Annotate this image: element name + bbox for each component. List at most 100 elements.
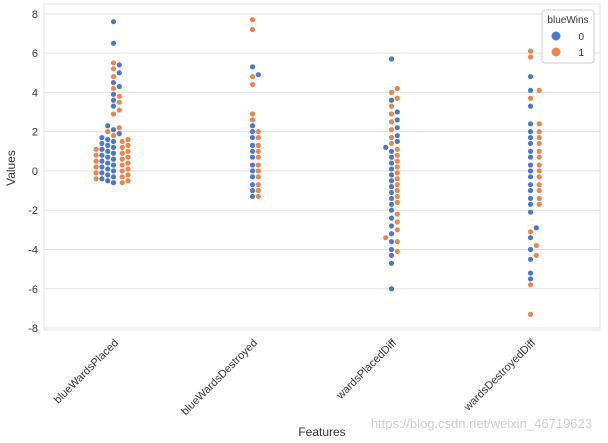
legend-title: blueWins: [547, 15, 588, 26]
y-tick-label: 2: [32, 127, 38, 139]
data-point: [527, 148, 534, 154]
data-point: [394, 193, 400, 200]
data-point: [527, 121, 534, 127]
data-point: [249, 142, 256, 148]
data-point: [527, 54, 534, 60]
y-tick-label: -2: [28, 205, 38, 217]
legend-label: 1: [578, 48, 584, 59]
watermark: https://blog.csdn.net/weixin_46719623: [371, 416, 592, 431]
data-point: [110, 66, 117, 72]
data-point: [527, 174, 534, 180]
data-point: [388, 252, 395, 258]
data-point: [388, 111, 395, 117]
data-point: [394, 239, 400, 245]
data-point: [383, 144, 389, 150]
data-point: [255, 129, 261, 135]
data-point: [536, 87, 542, 94]
data-point: [388, 97, 395, 103]
data-point: [388, 201, 395, 207]
data-point: [125, 154, 131, 160]
data-point: [527, 154, 534, 160]
data-point: [93, 170, 99, 176]
data-point: [105, 160, 111, 166]
data-point: [125, 178, 131, 184]
data-point: [116, 125, 122, 131]
data-point: [394, 125, 400, 131]
data-point: [93, 164, 99, 170]
data-point: [527, 256, 534, 262]
data-point: [255, 168, 261, 174]
data-point: [527, 282, 534, 288]
y-tick-label: 4: [32, 87, 38, 99]
data-point: [105, 154, 111, 160]
data-point: [249, 117, 256, 123]
data-point: [99, 164, 105, 170]
data-point: [99, 158, 105, 164]
data-point: [533, 252, 539, 258]
data-point: [536, 182, 542, 188]
data-point: [125, 148, 131, 154]
data-point: [116, 93, 122, 99]
data-point: [394, 117, 400, 123]
data-point: [249, 74, 256, 80]
data-point: [105, 166, 111, 172]
data-point: [110, 97, 117, 103]
data-point: [394, 95, 400, 101]
data-point: [255, 187, 261, 194]
data-point: [388, 178, 395, 184]
data-point: [394, 182, 400, 188]
data-point: [93, 146, 99, 152]
data-point: [394, 227, 400, 233]
data-point: [394, 152, 400, 158]
data-point: [255, 193, 261, 200]
data-point: [533, 225, 539, 231]
data-point: [249, 64, 256, 70]
data-point: [388, 148, 395, 154]
legend-label: 0: [578, 32, 584, 43]
data-point: [527, 201, 534, 207]
x-tick-label: wardsPlacedDiff: [334, 336, 400, 402]
data-point: [110, 79, 117, 86]
data-point: [527, 276, 534, 282]
data-point: [394, 158, 400, 164]
data-point: [533, 242, 539, 249]
data-point: [394, 170, 400, 176]
x-axis-label: Features: [298, 425, 345, 439]
data-point: [99, 140, 105, 147]
data-point: [110, 19, 117, 25]
data-point: [255, 154, 261, 160]
data-point: [110, 174, 117, 180]
data-point: [110, 150, 117, 156]
data-point: [536, 129, 542, 135]
data-point: [110, 132, 117, 139]
data-point: [93, 158, 99, 164]
x-tick-labels: blueWardsPlaced blueWardsDestroyed wardsPl…: [52, 336, 539, 417]
data-point: [527, 74, 534, 80]
data-point: [116, 83, 122, 90]
data-point: [527, 162, 534, 168]
data-point: [388, 195, 395, 202]
data-point: [249, 174, 256, 180]
data-point: [536, 148, 542, 154]
data-point: [394, 164, 400, 170]
data-point: [125, 160, 131, 166]
data-point: [110, 144, 117, 150]
data-point: [527, 229, 534, 235]
data-point: [255, 174, 261, 180]
data-point: [536, 140, 542, 147]
data-point: [394, 187, 400, 194]
data-point: [527, 168, 534, 174]
data-point: [255, 182, 261, 188]
data-point: [255, 142, 261, 148]
data-point: [536, 187, 542, 194]
y-tick-label: -4: [28, 244, 38, 256]
data-point: [249, 187, 256, 194]
data-point: [388, 119, 395, 125]
data-point: [394, 146, 400, 152]
data-point: [110, 138, 117, 145]
y-tick-labels: -8 -6 -4 -2 0 2 4 6 8: [28, 9, 38, 335]
data-point: [394, 199, 400, 205]
data-point: [249, 154, 256, 160]
data-point: [93, 152, 99, 158]
